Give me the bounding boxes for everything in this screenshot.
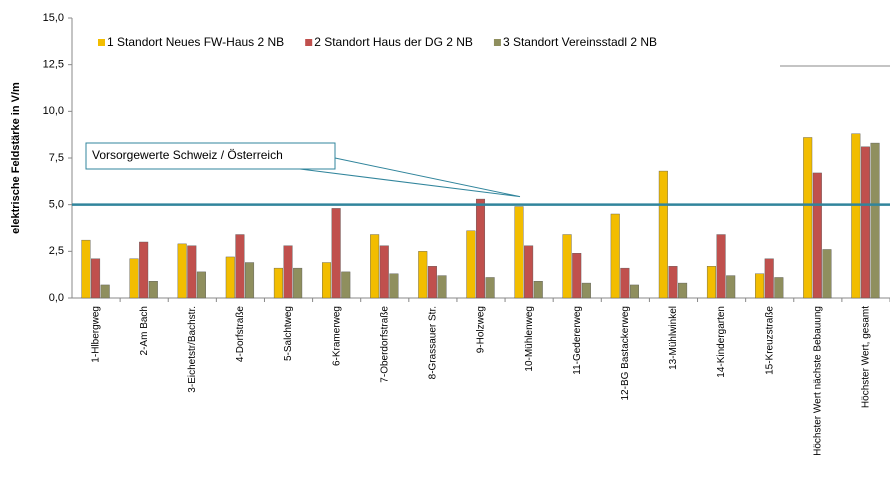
bar	[812, 172, 822, 299]
legend-swatch	[305, 39, 313, 46]
legend-label: 2 Standort Haus der DG 2 NB	[314, 35, 473, 49]
x-tick-label: 4-Dorfstraße	[235, 306, 246, 363]
y-tick-label: 5,0	[49, 199, 64, 211]
bar	[629, 284, 639, 299]
x-tick-label: 11-Gedererweg	[572, 306, 583, 375]
x-tick-label: 12-BG Bastackerweg	[620, 306, 631, 401]
bar	[514, 206, 524, 299]
bar	[177, 243, 187, 299]
x-tick-label: 13-Mühlwinkel	[668, 306, 679, 370]
bar	[706, 266, 716, 299]
x-tick-label: Höchster Wert nächste Bebauung	[812, 306, 823, 456]
bar	[466, 230, 476, 299]
bar	[860, 146, 870, 299]
bar	[620, 267, 630, 299]
bar	[370, 234, 380, 299]
bar	[581, 282, 591, 299]
bar	[418, 251, 428, 299]
bar	[379, 245, 389, 299]
bar	[726, 275, 736, 299]
legend-label: 1 Standort Neues FW-Haus 2 NB	[107, 35, 284, 49]
bar	[485, 277, 495, 299]
x-tick-label: 2-Am Bach	[139, 306, 150, 355]
bar	[196, 271, 206, 299]
bar	[870, 142, 880, 299]
bar	[533, 281, 543, 299]
bar	[562, 234, 572, 299]
y-tick-label: 7,5	[49, 152, 64, 164]
annotation-pointer	[299, 157, 521, 198]
bar	[331, 208, 341, 299]
x-tick-label: 15-Kreuzstraße	[764, 306, 775, 375]
bar	[273, 267, 283, 299]
bar	[91, 258, 101, 299]
bar	[803, 137, 813, 299]
bar	[187, 245, 197, 299]
bar	[427, 266, 437, 299]
annotation-box	[85, 142, 336, 170]
bar	[764, 258, 774, 299]
bar	[572, 252, 582, 299]
bar	[822, 249, 832, 299]
legend-swatch	[493, 39, 501, 46]
bar	[81, 239, 91, 299]
x-tick-label: Höchster Wert, gesamt	[861, 306, 872, 408]
bar	[678, 282, 688, 299]
x-tick-label: 3-Eichetstr/Bachstr.	[187, 306, 198, 393]
x-tick-label: 7-Oberdorfstraße	[379, 306, 390, 383]
bar	[225, 256, 235, 299]
x-tick-label: 6-Kramerweg	[331, 306, 342, 366]
bar	[129, 258, 139, 299]
bar	[658, 170, 668, 299]
bar	[245, 262, 255, 299]
bar	[293, 267, 303, 299]
legend-label: 3 Standort Vereinsstadl 2 NB	[503, 35, 657, 49]
bar	[322, 262, 332, 299]
bar	[283, 245, 293, 299]
x-tick-label: 1-Hlbergweg	[91, 306, 102, 363]
y-tick-label: 2,5	[49, 245, 64, 257]
y-tick-label: 10,0	[43, 105, 64, 117]
bar	[437, 275, 447, 299]
bar	[524, 245, 534, 299]
bar	[475, 198, 486, 299]
bar	[235, 234, 245, 299]
x-tick-label: 9-Holzweg	[476, 306, 487, 353]
bar	[341, 271, 351, 299]
bar	[100, 284, 110, 299]
bar	[716, 234, 726, 299]
legend-swatch	[98, 39, 105, 46]
bar	[774, 277, 784, 299]
annotation-label: Vorsorgewerte Schweiz / Österreich	[92, 148, 283, 162]
bar	[139, 241, 149, 299]
x-tick-label: 14-Kindergarten	[716, 306, 727, 378]
bar	[668, 266, 678, 299]
bar	[755, 273, 765, 299]
bar	[148, 281, 158, 299]
x-tick-label: 10-Mühlenweg	[524, 306, 535, 372]
bar	[389, 273, 399, 299]
bar	[851, 133, 861, 299]
y-tick-label: 12,5	[43, 59, 64, 71]
x-tick-label: 8-Grassauer Str.	[428, 306, 439, 379]
y-tick-label: 15,0	[43, 12, 64, 24]
y-axis-label: elektrische Feldstärke in V/m	[10, 82, 22, 234]
x-tick-label: 5-Salchtweg	[283, 306, 294, 361]
bar	[610, 213, 620, 299]
y-tick-label: 0,0	[49, 292, 64, 304]
